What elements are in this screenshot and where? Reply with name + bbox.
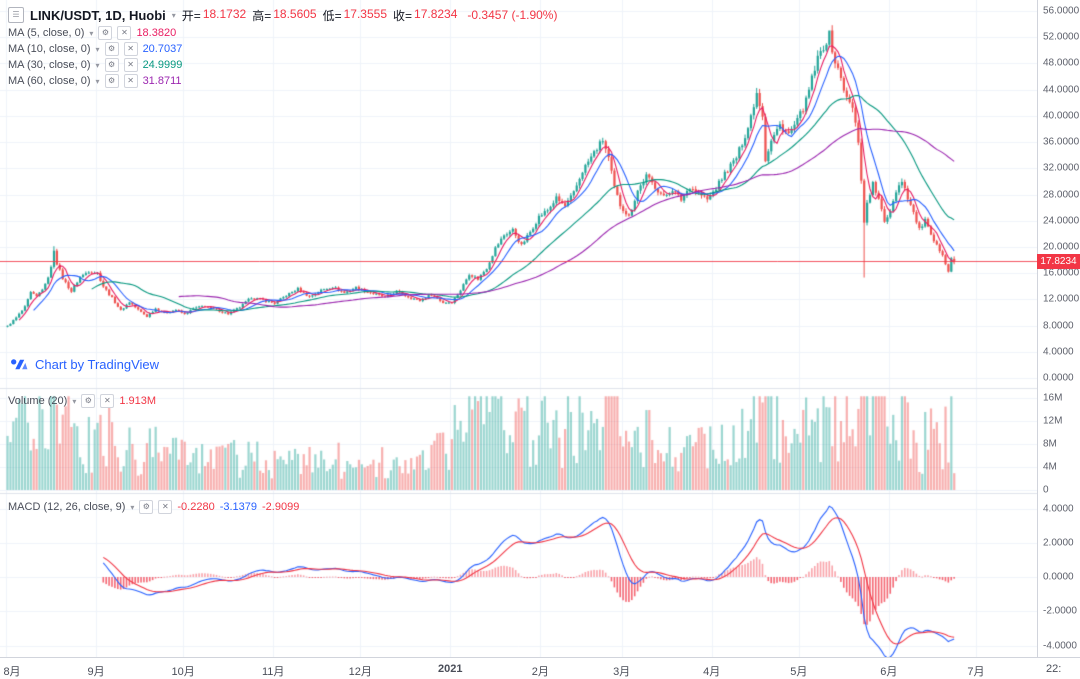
ma60-close-icon[interactable]: ✕ [123,74,138,88]
macd-tick-label: 0.0000 [1043,571,1074,583]
symbol-title[interactable]: LINK/USDT, 1D, Huobi [30,7,166,23]
price-tick-label: 56.0000 [1043,5,1080,17]
volume-tick-label: 12M [1043,415,1063,427]
ma10-value: 20.7037 [142,43,183,55]
ma30-close-icon[interactable]: ✕ [123,58,138,72]
ma30-value: 24.9999 [142,59,183,71]
ma5-legend-row: MA (5, close, 0) ▾ ⚙ ✕ 18.3820 [8,25,557,41]
time-axis-corner-label: 22: [1046,663,1062,675]
time-tick-label: 3月 [613,666,631,678]
ma30-label[interactable]: MA (30, close, 0) [8,59,91,71]
ma30-chevron-icon[interactable]: ▾ [95,60,100,70]
price-tick-label: 28.0000 [1043,189,1080,200]
ma10-close-icon[interactable]: ✕ [123,42,138,56]
ma5-settings-icon[interactable]: ⚙ [98,26,113,40]
macd-tick-label: 4.0000 [1043,503,1074,514]
ma30-settings-icon[interactable]: ⚙ [104,58,119,72]
ma60-chevron-icon[interactable]: ▾ [95,76,100,86]
volume-tick-label: 4M [1043,461,1057,473]
tradingview-logo [11,359,28,370]
attribution-link[interactable]: Chart by TradingView [35,357,160,372]
macd-tick-label: -2.0000 [1043,605,1077,617]
time-tick-label: 12月 [348,666,372,678]
time-tick-label: 7月 [967,666,985,678]
price-tick-label: 52.0000 [1043,31,1080,43]
volume-value: 1.913M [119,395,157,407]
volume-close-icon[interactable]: ✕ [100,394,115,408]
time-tick-label: 5月 [790,666,808,678]
ma5-chevron-icon[interactable]: ▾ [89,28,94,38]
last-price-badge: 17.8234 [1037,253,1080,269]
price-tick-label: 32.0000 [1043,162,1080,174]
volume-tick-label: 8M [1043,438,1057,450]
price-tick-label: 48.0000 [1043,57,1080,69]
ma60-settings-icon[interactable]: ⚙ [104,74,119,88]
time-tick-label: 2月 [531,666,549,678]
time-tick-label: 8月 [3,666,21,678]
time-axis[interactable]: 22: 8月 9月 10月 11月 12月 2021 2月 3月 4月 5月 6月 7月 [0,657,1080,679]
price-tick-label: 24.0000 [1043,215,1080,227]
ma10-label[interactable]: MA (10, close, 0) [8,43,91,55]
macd-line-value: -3.1379 [219,501,258,513]
price-tick-label: 20.0000 [1043,241,1080,253]
ohlc-open: 开= 18.1732 [181,6,247,23]
macd-tick-label: -4.0000 [1043,640,1077,651]
macd-chevron-icon[interactable]: ▾ [130,502,135,512]
volume-settings-icon[interactable]: ⚙ [81,394,96,408]
time-tick-label: 6月 [880,666,898,678]
price-tick-label: 12.0000 [1043,293,1080,305]
ohlc-close: 收= 17.8234 [393,6,458,23]
ma10-settings-icon[interactable]: ⚙ [104,42,119,56]
volume-chevron-icon[interactable]: ▾ [72,396,77,406]
ma60-label[interactable]: MA (60, close, 0) [8,75,91,87]
time-tick-label: 2021 [438,663,463,675]
ohlc-low: 低= 17.3555 [322,6,388,23]
volume-label[interactable]: Volume (20) [8,395,68,407]
price-tick-label: 4.0000 [1043,346,1074,358]
symbol-menu-icon[interactable]: ☰ [8,7,24,23]
volume-tick-label: 0 [1043,484,1049,496]
price-tick-label: 40.0000 [1043,110,1080,122]
price-tick-label: 0.0000 [1043,372,1074,384]
price-tick-label: 36.0000 [1043,136,1080,148]
time-tick-label: 10月 [171,666,195,678]
ma5-value: 18.3820 [136,27,177,39]
price-tick-label: 8.0000 [1043,320,1074,332]
time-tick-label: 4月 [703,666,721,678]
price-axis[interactable]: 56.0000 52.0000 48.0000 44.0000 40.0000 36.00… [1037,0,1080,657]
ma60-legend-row: MA (60, close, 0) ▾ ⚙ ✕ 31.8711 [8,73,557,89]
price-tick-label: 44.0000 [1043,84,1080,96]
volume-legend-row: Volume (20) ▾ ⚙ ✕ 1.913M [8,393,156,409]
volume-tick-label: 16M [1043,392,1063,404]
ohlc-high: 高= 18.5605 [252,6,317,23]
time-tick-label: 11月 [261,666,285,678]
main-legend: ☰ LINK/USDT, 1D, Huobi ▾ 开= 18.1732 高= 18.… [8,5,557,89]
symbol-dropdown-chevron[interactable]: ▾ [171,10,176,20]
macd-close-icon[interactable]: ✕ [158,500,173,514]
tradingview-attribution[interactable]: Chart by TradingView [10,355,159,374]
time-tick-label: 9月 [87,666,105,678]
ma30-legend-row: MA (30, close, 0) ▾ ⚙ ✕ 24.9999 [8,57,557,73]
change-value: -0.3457 (-1.90%) [467,8,558,22]
macd-signal-value: -2.9099 [262,501,300,513]
ma5-label[interactable]: MA (5, close, 0) [8,27,85,39]
ma60-value: 31.8711 [142,75,182,87]
ma10-legend-row: MA (10, close, 0) ▾ ⚙ ✕ 20.7037 [8,41,557,57]
macd-tick-label: 2.0000 [1043,537,1074,549]
macd-label[interactable]: MACD (12, 26, close, 9) [8,501,126,513]
macd-hist-value: -0.2280 [177,501,215,513]
macd-legend-row: MACD (12, 26, close, 9) ▾ ⚙ ✕ -0.2280 -3… [8,499,299,515]
macd-settings-icon[interactable]: ⚙ [139,500,154,514]
price-tick-label: 16.0000 [1043,267,1080,279]
ma5-close-icon[interactable]: ✕ [117,26,132,40]
ma10-chevron-icon[interactable]: ▾ [95,44,100,54]
